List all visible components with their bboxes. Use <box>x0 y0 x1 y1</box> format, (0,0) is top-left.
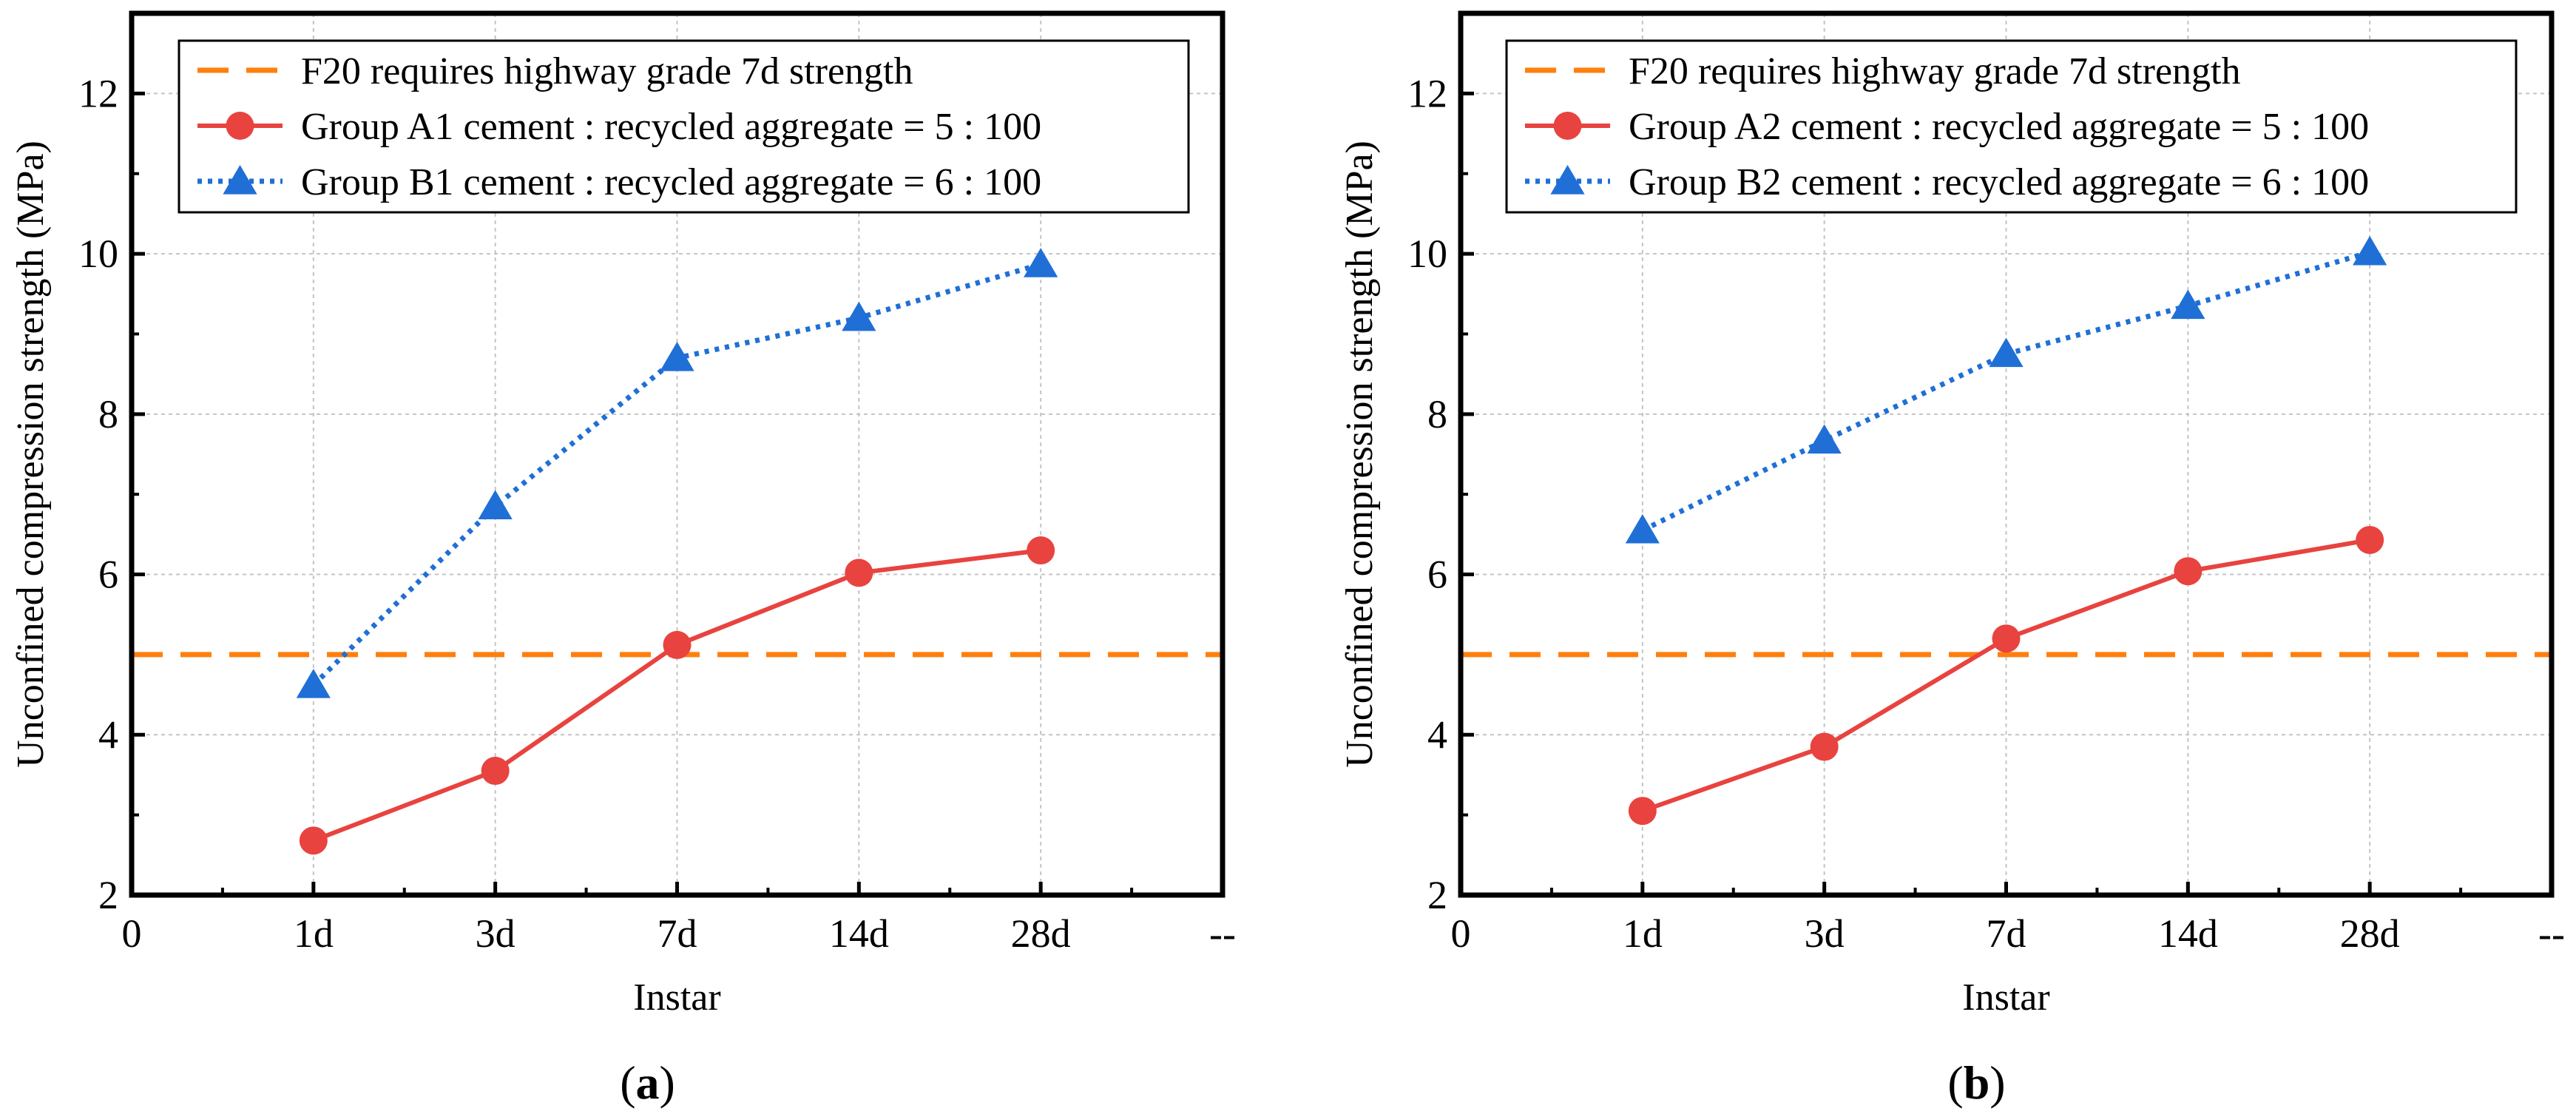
data-point-triangle <box>1989 337 2024 368</box>
x-tick-label: 14d <box>829 911 889 956</box>
y-tick-label: 2 <box>98 873 118 917</box>
series-b-b <box>1625 235 2387 544</box>
plot-frame <box>129 10 1226 898</box>
x-tick-label: 7d <box>657 911 697 956</box>
y-tick-label: 6 <box>1427 553 1447 597</box>
y-axis-title: Unconfined compression strength (MPa) <box>10 141 52 768</box>
series-a-b <box>1628 525 2384 826</box>
data-point-triangle <box>296 669 331 698</box>
legend-label-series: Group A2 cement : recycled aggregate = 5… <box>1629 106 2369 148</box>
series-b-a <box>296 248 1058 698</box>
data-point-circle <box>481 757 510 786</box>
data-point-circle <box>663 630 692 659</box>
y-tick-label: 6 <box>98 553 118 597</box>
plot-frame <box>1458 10 2555 898</box>
y-tick-label: 8 <box>98 392 118 436</box>
y-tick-label: 12 <box>1407 71 1447 115</box>
data-point-triangle <box>2171 289 2205 320</box>
data-point-circle <box>299 826 328 855</box>
x-tick-label: -- <box>1209 911 1236 956</box>
x-tick-label: 28d <box>1011 911 1071 956</box>
panel-label: b <box>1964 1056 1990 1109</box>
legend-marker-circle <box>226 112 254 140</box>
legend-marker-circle <box>1553 112 1582 140</box>
x-tick-label: 0 <box>1451 911 1471 956</box>
data-point-circle <box>1027 536 1055 565</box>
data-point-circle <box>1628 797 1657 826</box>
chart-panel-b: 2 4 6 8 10 12 0 1d 3d 7d 14d 28d -- Instar Unconfined … <box>1339 10 2565 1109</box>
data-point-triangle <box>2353 235 2387 266</box>
data-point-triangle <box>1024 248 1058 277</box>
panel-caption: (b) <box>1947 1056 2005 1109</box>
legend-box <box>178 39 1190 214</box>
data-point-circle <box>845 558 873 587</box>
data-point-circle <box>2174 557 2203 586</box>
x-tick-label: 1d <box>294 911 334 956</box>
y-tick-label: 2 <box>1427 873 1447 917</box>
panel-label: a <box>636 1056 660 1109</box>
y-tick-label: 12 <box>78 71 118 115</box>
legend-box <box>1505 39 2518 214</box>
chart-panel-a: 2 4 6 8 10 12 0 1d 3d 7d 14d 28d -- Instar Unconfined … <box>10 10 1236 1109</box>
legend-marker-triangle <box>1550 165 1585 195</box>
x-tick-label: 3d <box>1805 911 1845 956</box>
data-point-circle <box>2356 525 2384 554</box>
legend: F20 requires highway grade 7d strength Gr… <box>1505 39 2518 214</box>
data-point-triangle <box>478 490 513 520</box>
x-axis-title: Instar <box>1962 976 2049 1019</box>
data-point-circle <box>1992 624 2021 653</box>
data-point-circle <box>1810 732 1839 761</box>
data-point-triangle <box>1625 513 1660 544</box>
x-axis-title: Instar <box>633 976 720 1019</box>
legend-label-reference: F20 requires highway grade 7d strength <box>1629 50 2240 92</box>
legend-label-series: Group B2 cement : recycled aggregate = 6… <box>1629 161 2369 203</box>
panel-caption: (a) <box>620 1056 675 1109</box>
legend-label-series: Group B1 cement : recycled aggregate = 6… <box>301 161 1041 203</box>
y-axis-title: Unconfined compression strength (MPa) <box>1339 141 1381 768</box>
x-tick-label: 1d <box>1623 911 1663 956</box>
y-tick-label: 4 <box>1427 712 1447 757</box>
x-tick-label: -- <box>2538 911 2565 956</box>
legend: F20 requires highway grade 7d strength Gr… <box>178 39 1190 214</box>
x-tick-label: 7d <box>1987 911 2026 956</box>
legend-label-reference: F20 requires highway grade 7d strength <box>301 50 913 92</box>
x-tick-label: 28d <box>2340 911 2400 956</box>
legend-marker-triangle <box>223 165 257 195</box>
data-point-triangle <box>1807 424 1842 454</box>
y-tick-label: 10 <box>78 232 118 276</box>
y-tick-label: 4 <box>98 712 118 757</box>
x-tick-label: 3d <box>476 911 515 956</box>
legend-label-series: Group A1 cement : recycled aggregate = 5… <box>301 106 1041 148</box>
series-a-a <box>299 536 1055 855</box>
grid <box>132 13 1223 895</box>
x-tick-label: 14d <box>2158 911 2218 956</box>
data-point-triangle <box>842 301 876 331</box>
x-tick-label: 0 <box>122 911 142 956</box>
y-tick-label: 8 <box>1427 392 1447 436</box>
y-tick-label: 10 <box>1407 232 1447 276</box>
data-point-triangle <box>660 341 694 371</box>
